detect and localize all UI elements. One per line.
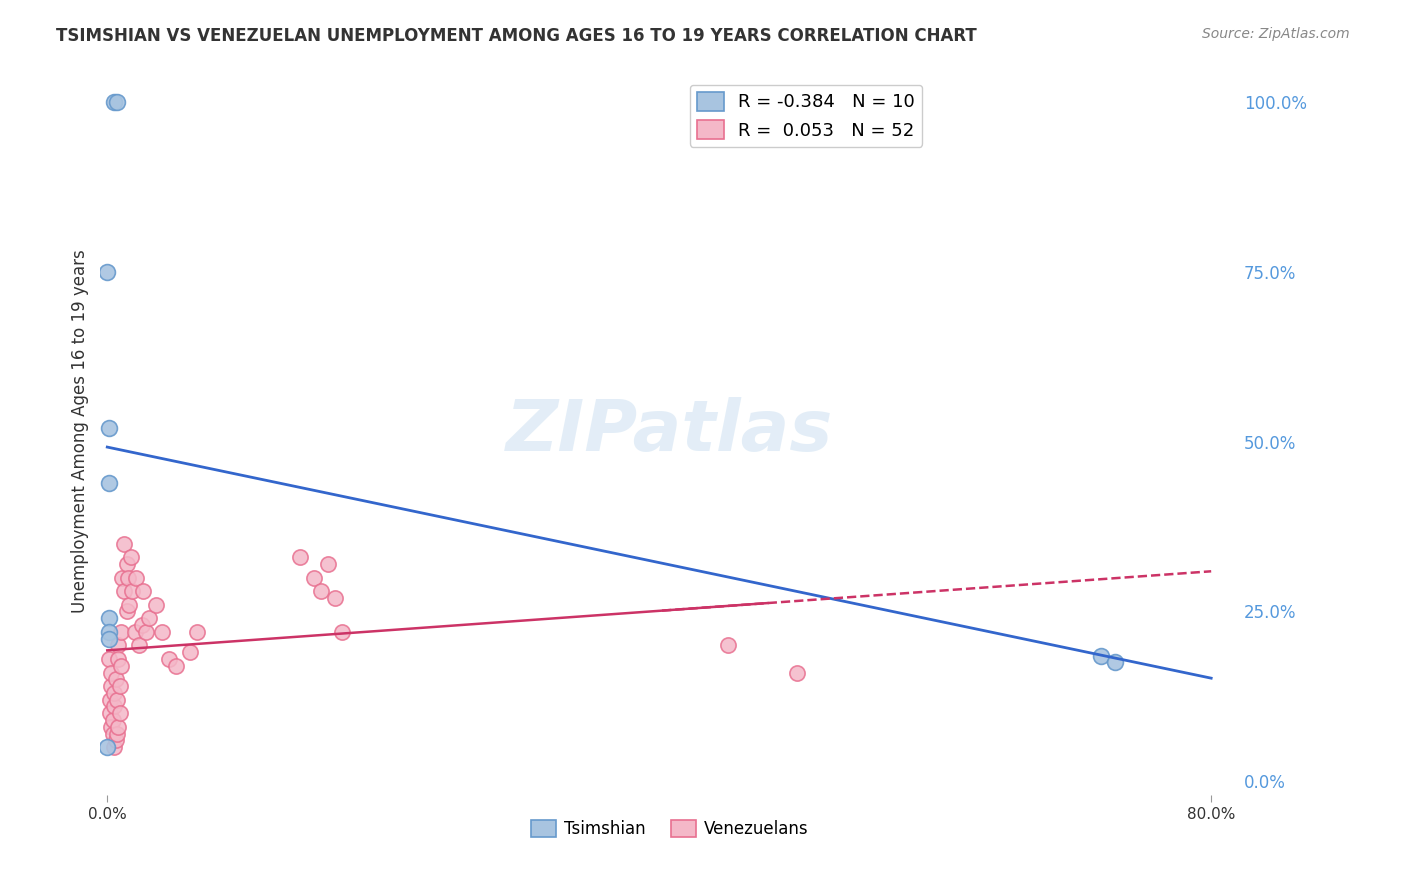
Point: [98, 692, 121, 706]
Point: [105, 726, 128, 740]
Point: [101, 726, 124, 740]
Point: [108, 706, 131, 721]
Y-axis label: Unemployment Among Ages 16 to 19 years: Unemployment Among Ages 16 to 19 years: [72, 250, 89, 614]
Point: [786, 665, 808, 680]
Point: [103, 95, 125, 110]
Point: [103, 699, 125, 714]
Point: [100, 720, 122, 734]
Point: [316, 557, 339, 571]
Point: [290, 550, 312, 565]
Point: [105, 95, 128, 110]
Point: [717, 639, 740, 653]
Point: [118, 598, 141, 612]
Point: [323, 591, 346, 605]
Text: ZIPatlas: ZIPatlas: [506, 397, 834, 467]
Point: [104, 673, 127, 687]
Point: [97, 611, 120, 625]
Point: [98, 706, 121, 721]
Point: [103, 740, 125, 755]
Point: [145, 598, 167, 612]
Point: [135, 624, 157, 639]
Point: [1090, 648, 1112, 663]
Point: [1104, 656, 1126, 670]
Point: [97, 475, 120, 490]
Point: [110, 624, 132, 639]
Point: [112, 536, 135, 550]
Point: [330, 624, 353, 639]
Point: [107, 639, 129, 653]
Point: [101, 713, 124, 727]
Text: TSIMSHIAN VS VENEZUELAN UNEMPLOYMENT AMONG AGES 16 TO 19 YEARS CORRELATION CHART: TSIMSHIAN VS VENEZUELAN UNEMPLOYMENT AMO…: [56, 27, 977, 45]
Point: [128, 639, 150, 653]
Point: [100, 665, 122, 680]
Point: [110, 658, 132, 673]
Point: [186, 624, 208, 639]
Point: [103, 686, 125, 700]
Point: [131, 618, 153, 632]
Point: [108, 679, 131, 693]
Point: [152, 624, 174, 639]
Point: [179, 645, 201, 659]
Point: [117, 570, 139, 584]
Point: [112, 584, 135, 599]
Point: [97, 652, 120, 666]
Point: [309, 584, 332, 599]
Point: [100, 679, 122, 693]
Point: [96, 265, 118, 279]
Point: [120, 550, 142, 565]
Point: [115, 557, 138, 571]
Point: [96, 740, 118, 755]
Point: [115, 604, 138, 618]
Point: [107, 652, 129, 666]
Point: [302, 570, 325, 584]
Point: [97, 624, 120, 639]
Text: Source: ZipAtlas.com: Source: ZipAtlas.com: [1202, 27, 1350, 41]
Point: [97, 421, 120, 435]
Legend: Tsimshian, Venezuelans: Tsimshian, Venezuelans: [524, 813, 815, 845]
Point: [97, 632, 120, 646]
Point: [138, 611, 160, 625]
Point: [124, 624, 146, 639]
Point: [104, 733, 127, 747]
Point: [107, 720, 129, 734]
Point: [105, 692, 128, 706]
Point: [157, 652, 180, 666]
Point: [165, 658, 187, 673]
Point: [132, 584, 155, 599]
Point: [111, 570, 134, 584]
Point: [125, 570, 148, 584]
Point: [121, 584, 143, 599]
